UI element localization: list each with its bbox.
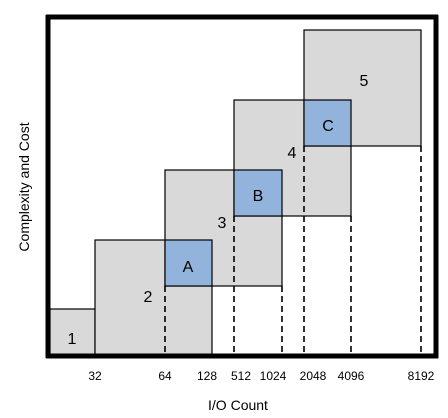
overlap-label-a: A (183, 259, 194, 276)
x-tick-label: 512 (231, 369, 251, 383)
x-axis-title: I/O Count (208, 397, 268, 413)
tier-label-4: 4 (288, 145, 297, 162)
overlap-label-b: B (253, 188, 264, 205)
x-tick-label: 4096 (338, 369, 365, 383)
overlap-box-c (303, 99, 352, 147)
y-axis-title: Complexity and Cost (16, 122, 32, 251)
axes-frame (45, 14, 439, 359)
x-tick-label: 64 (158, 369, 172, 383)
tier-label-1: 1 (68, 331, 77, 348)
x-tick-label: 32 (88, 369, 102, 383)
overlap-box-a (164, 239, 213, 287)
x-tick-labels: 32 64 128 512 1024 2048 4096 8192 (88, 369, 434, 383)
overlap-box-b (233, 169, 283, 217)
x-tick-label: 128 (197, 369, 217, 383)
tier-label-5: 5 (360, 73, 369, 90)
tier-label-2: 2 (144, 289, 153, 306)
x-tick-label: 1024 (260, 369, 287, 383)
overlap-boxes (164, 99, 352, 287)
overlap-label-c: C (322, 118, 334, 135)
x-tick-label: 2048 (300, 369, 327, 383)
x-tick-label: 8192 (408, 369, 435, 383)
dashed-drop-lines (164, 146, 422, 356)
tier-label-3: 3 (218, 215, 227, 232)
